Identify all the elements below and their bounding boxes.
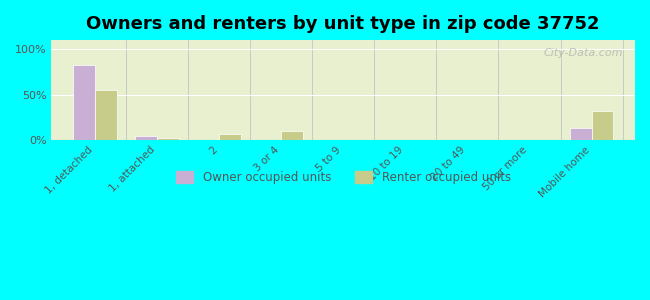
- Bar: [157, 138, 179, 140]
- Legend: Owner occupied units, Renter occupied units: Owner occupied units, Renter occupied un…: [171, 166, 515, 189]
- Text: City-Data.com: City-Data.com: [544, 48, 623, 58]
- Bar: [73, 65, 95, 140]
- Bar: [219, 134, 240, 140]
- Title: Owners and renters by unit type in zip code 37752: Owners and renters by unit type in zip c…: [86, 15, 600, 33]
- Bar: [570, 128, 592, 140]
- Bar: [95, 90, 116, 140]
- Bar: [135, 136, 157, 140]
- Bar: [592, 111, 613, 140]
- Bar: [281, 131, 303, 140]
